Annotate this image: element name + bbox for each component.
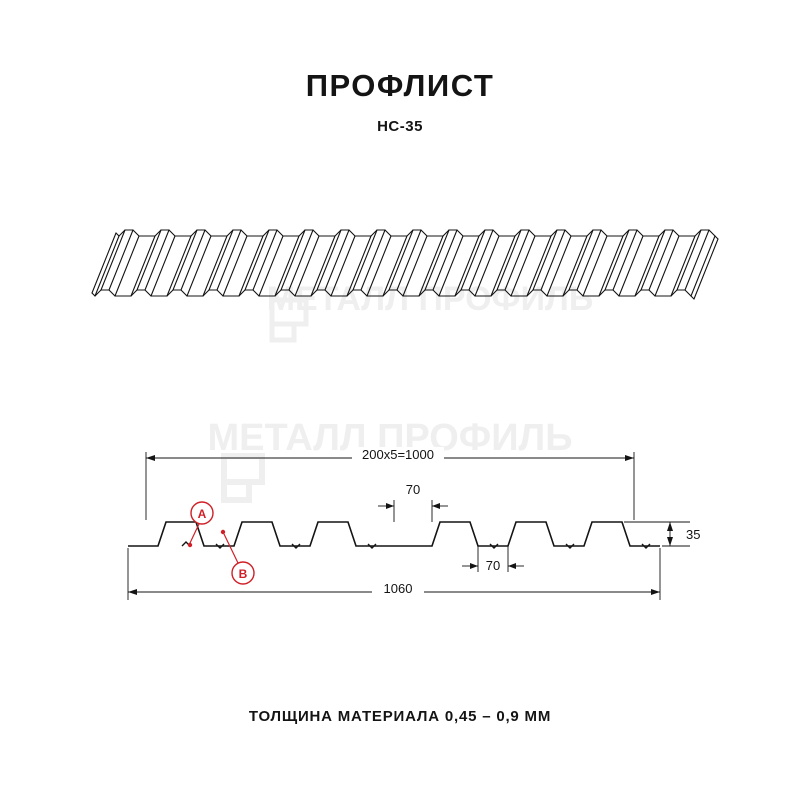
dimension-height <box>624 521 690 547</box>
dimension-height-label: 35 <box>686 527 700 542</box>
corrugated-sheet-3d <box>91 229 719 300</box>
callout-b: B <box>220 529 255 585</box>
watermark-top: МЕТАЛЛ ПРОФИЛЬ <box>267 280 594 343</box>
section-profile-path <box>128 521 660 547</box>
model-subtitle: НС-35 <box>377 118 423 135</box>
watermark-top-text: МЕТАЛЛ ПРОФИЛЬ <box>267 280 594 318</box>
dimension-working-width-label: 200х5=1000 <box>362 447 434 462</box>
page-title: ПРОФЛИСТ <box>305 68 495 103</box>
dimension-rib-top <box>378 500 448 522</box>
dimension-rib-bottom <box>462 546 524 572</box>
dimension-rib-top-label: 70 <box>406 482 420 497</box>
dimension-rib-bottom-label: 70 <box>486 558 500 573</box>
callout-a: A <box>187 501 214 548</box>
watermark-top-logo <box>269 297 309 343</box>
callout-a-label: A <box>198 507 207 521</box>
section-stiffener-marks <box>181 541 651 549</box>
dimension-total-width-label: 1060 <box>384 581 413 596</box>
callout-b-label: B <box>239 567 248 581</box>
dimension-working-width-bg <box>352 447 444 463</box>
cross-section-drawing: 200х5=1000 1060 35 <box>127 447 700 600</box>
watermark-bottom-logo <box>221 453 265 503</box>
dimension-total-width-bg <box>372 581 424 597</box>
material-thickness-note: ТОЛЩИНА МАТЕРИАЛА 0,45 – 0,9 ММ <box>248 708 552 725</box>
